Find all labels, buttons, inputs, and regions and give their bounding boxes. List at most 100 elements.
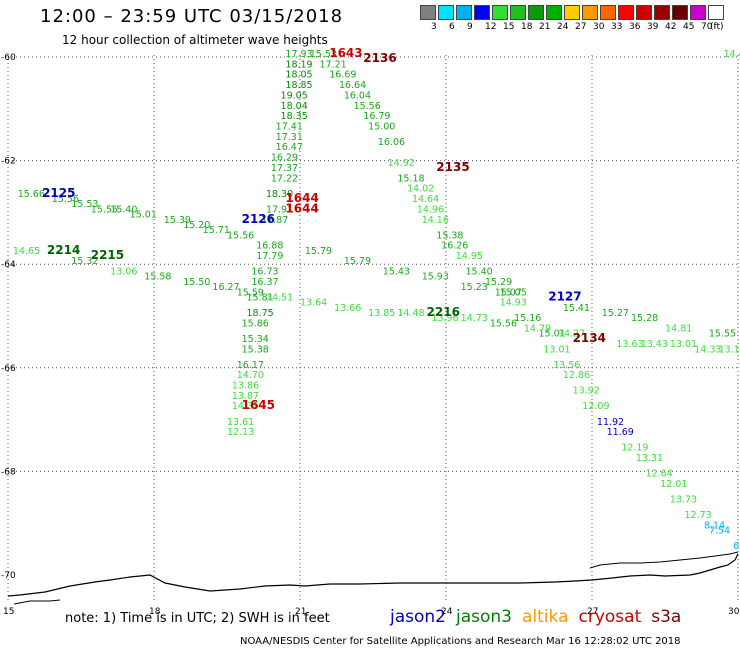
lon-tick-label: 30 — [728, 607, 740, 617]
colorbar-cell — [474, 5, 490, 20]
pass-time-label: 1644 — [285, 201, 318, 215]
lat-tick-label: -62 — [1, 157, 16, 167]
swh-value: 15.55 — [91, 204, 118, 215]
colorbar-cell — [420, 5, 436, 20]
swh-values: 17.9315.5318.1918.0518.8519.0518.0418.35… — [13, 49, 740, 552]
colorbar-tick-label: 18 — [521, 22, 533, 32]
swh-value: 15.66 — [18, 189, 45, 200]
swh-value: 13.63 — [616, 339, 643, 350]
legend-item-altika: altika — [522, 607, 569, 627]
swh-value: 15.56 — [227, 230, 254, 241]
swh-value: 14.81 — [665, 324, 692, 335]
swh-value: 15.56 — [52, 194, 79, 205]
pass-time-label: 2134 — [573, 331, 606, 345]
swh-value: 16.88 — [256, 241, 283, 252]
colorbar-cell — [672, 5, 688, 20]
swh-value: 15.18 — [397, 173, 424, 184]
swh-value: 14.02 — [407, 184, 434, 195]
swh-value: 18.04 — [281, 101, 308, 112]
swh-value: 15.86 — [242, 318, 269, 329]
swh-value: 16.04 — [344, 90, 371, 101]
colorbar-tick-label: 27 — [575, 22, 587, 32]
colorbar-cell — [564, 5, 580, 20]
colorbar-cell — [438, 5, 454, 20]
colorbar-cell — [600, 5, 616, 20]
colorbar-tick-label: 12 — [485, 22, 497, 32]
pass-time-label: 1645 — [242, 398, 275, 412]
swh-value: 16.79 — [363, 111, 390, 122]
swh-value: 12.73 — [685, 510, 712, 521]
swh-value: 12.13 — [227, 427, 254, 438]
colorbar-tick-label: 33 — [611, 22, 623, 32]
lat-tick-label: -60 — [1, 53, 16, 63]
swh-value: 17.41 — [276, 122, 303, 133]
pass-time-label: 2126 — [242, 212, 275, 226]
swh-value: 15.40 — [110, 204, 137, 215]
swh-value: 15.32 — [71, 256, 98, 267]
swh-value: 7.54 — [709, 526, 730, 537]
swh-value: 14.51 — [266, 292, 293, 303]
swh-value: 13.01 — [670, 339, 697, 350]
pass-time-label: 2125 — [42, 186, 75, 200]
swh-value: 15.43 — [383, 267, 410, 278]
page-subtitle: 12 hour collection of altimeter wave hei… — [62, 33, 328, 47]
swh-value: 19.05 — [281, 90, 308, 101]
colorbar-cell — [456, 5, 472, 20]
legend-item-s3a: s3a — [651, 607, 682, 627]
swh-value: 13.87 — [232, 391, 259, 402]
swh-value: 16.73 — [251, 267, 278, 278]
swh-value: 15.79 — [305, 246, 332, 257]
swh-value: 14.33 — [694, 344, 721, 355]
swh-value: 8.14 — [704, 520, 725, 531]
swh-value: 12.19 — [621, 443, 648, 454]
swh-value: 15.38 — [436, 230, 463, 241]
swh-value: 16.29 — [271, 153, 298, 164]
swh-value: 15.00 — [368, 122, 395, 133]
colorbar-cell — [654, 5, 670, 20]
swh-value: 18.75 — [246, 308, 273, 319]
swh-value: 17.37 — [271, 163, 298, 174]
coastline-inlet — [13, 599, 61, 605]
swh-value: 12.86 — [563, 370, 590, 381]
swh-value: 18.35 — [281, 111, 308, 122]
colorbar-cell — [510, 5, 526, 20]
colorbar-cell — [690, 5, 706, 20]
swh-value: 13.31 — [636, 453, 663, 464]
swh-value: 14.16 — [422, 215, 449, 226]
swh-value: 15.56 — [490, 318, 517, 329]
colorbar-tick-label: 39 — [647, 22, 659, 32]
swh-value: 14.47 — [723, 49, 740, 60]
colorbar-tick-label: 3 — [431, 22, 437, 32]
swh-value: 15.56 — [354, 101, 381, 112]
swh-value: 15.79 — [344, 256, 371, 267]
lat-tick-label: -64 — [1, 260, 16, 270]
lat-tick-label: -68 — [1, 467, 16, 477]
swh-value: 17.79 — [256, 251, 283, 262]
colorbar-tick-label: 9 — [467, 22, 473, 32]
swh-value: 12.09 — [582, 401, 609, 412]
swh-value: 13.56 — [553, 360, 580, 371]
swh-value: 13.06 — [110, 267, 137, 278]
pass-time-label: 2127 — [548, 289, 581, 303]
swh-value: 15.01 — [539, 329, 566, 340]
swh-value: 15.29 — [485, 277, 512, 288]
swh-value: 13.66 — [334, 303, 361, 314]
lon-tick-label: 15 — [3, 607, 14, 617]
swh-value: 13.19 — [719, 344, 740, 355]
pass-time-label: 2135 — [436, 160, 469, 174]
pass-time-label: 1643 — [329, 46, 362, 60]
graticule — [7, 55, 739, 600]
colorbar-tick-label: 21 — [539, 22, 551, 32]
satellite-legend: jason2 jason3 altika cryosat s3a — [390, 607, 691, 627]
swh-value: 12.64 — [646, 469, 673, 480]
legend-item-cryosat: cryosat — [578, 607, 642, 627]
swh-value: 15.23 — [461, 282, 488, 293]
swh-value: 13.86 — [232, 381, 259, 392]
axis-ticks: 15 18 21 24 27 30 -60 -62 -64 -66 -68 -70 — [1, 53, 740, 617]
pass-time-label: 2136 — [363, 51, 396, 65]
swh-value: 18.19 — [285, 59, 312, 70]
legend-item-jason3: jason3 — [456, 607, 512, 627]
